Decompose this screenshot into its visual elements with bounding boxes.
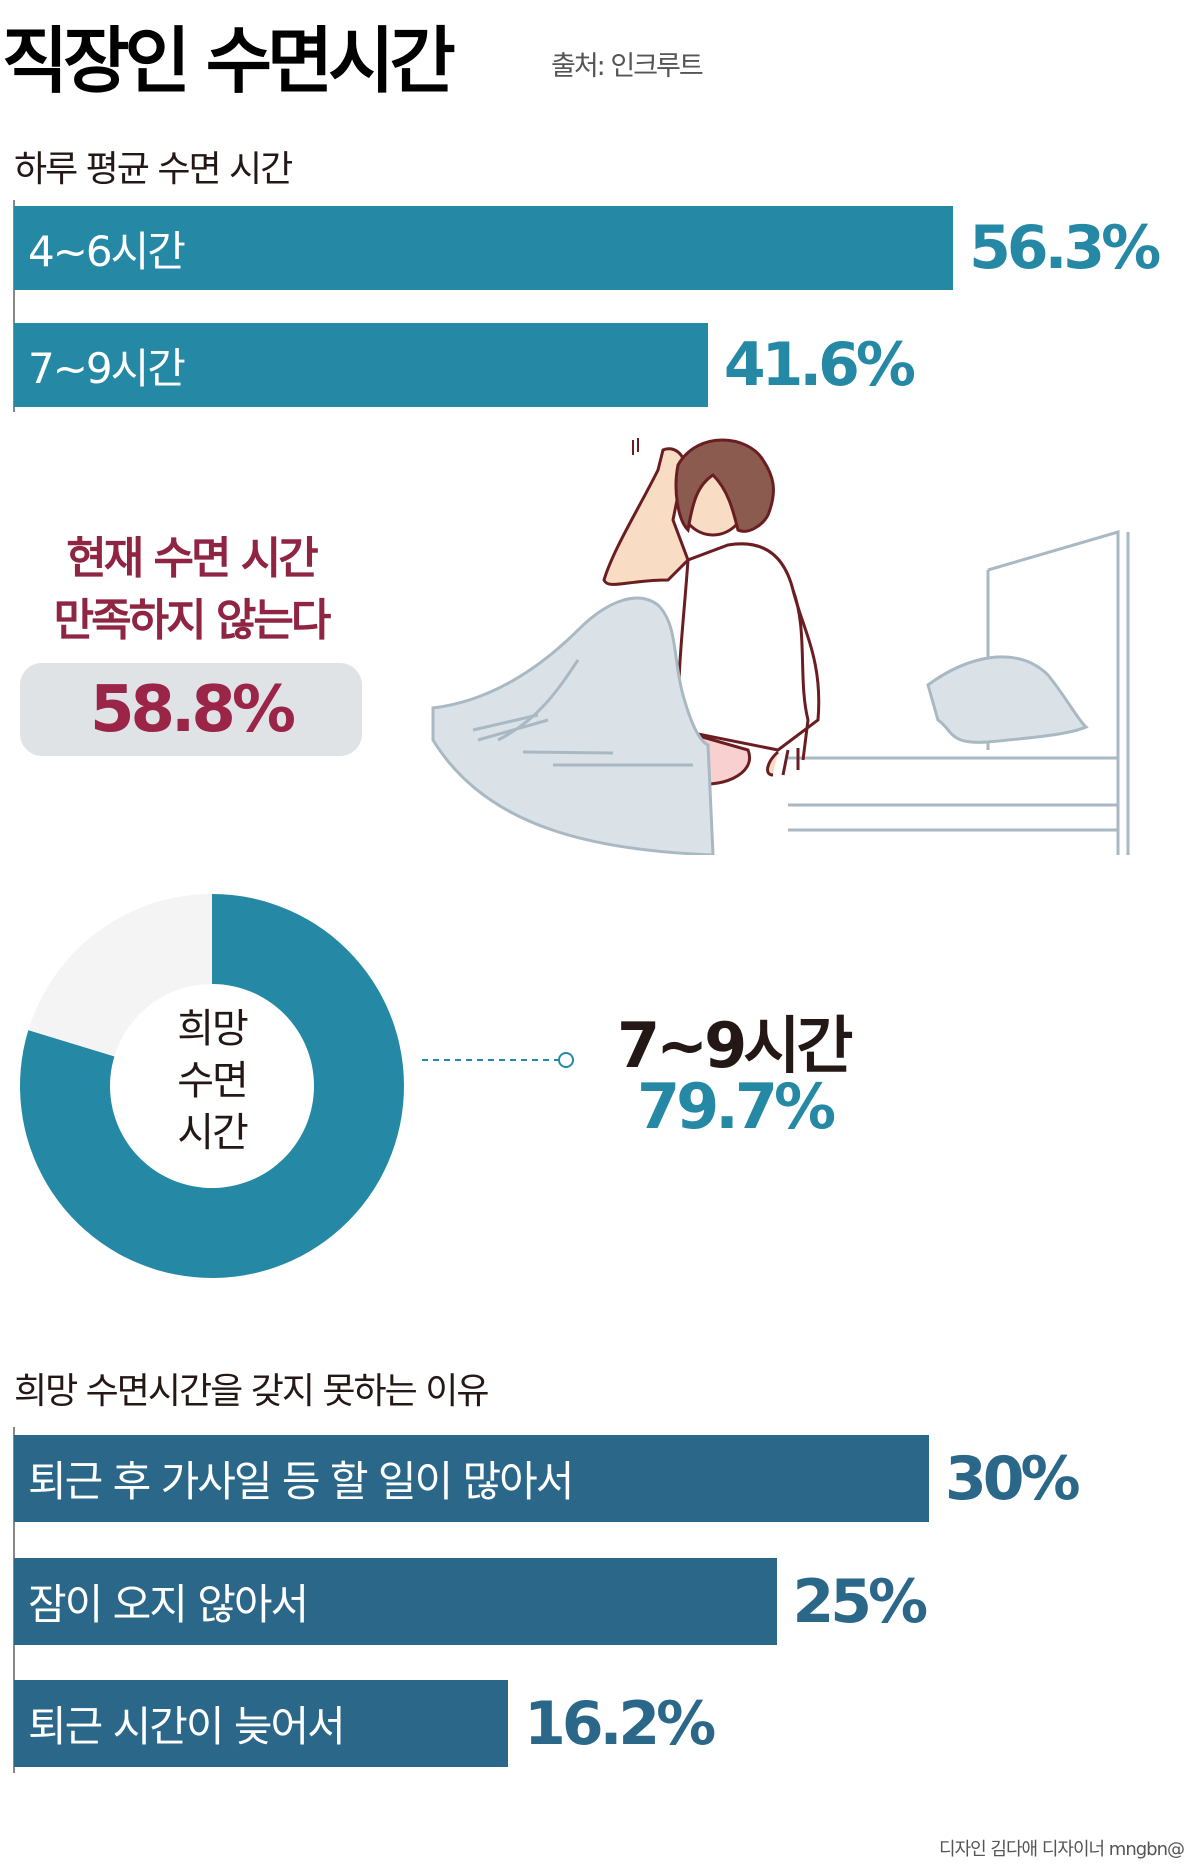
bar-label: 잠이 오지 않아서 [28,1580,309,1629]
leader-line [422,1052,574,1068]
satisfaction-value: 58.8% [20,663,362,756]
page-title: 직장인 수면시간 [2,19,456,103]
chart3-title: 희망 수면시간을 갖지 못하는 이유 [14,1371,489,1412]
satisfaction-label: 현재 수면 시간 만족하지 않는다 [0,528,382,652]
donut-slice [28,894,213,1057]
bar-label: 퇴근 후 가사일 등 할 일이 많아서 [28,1457,574,1506]
bar: 퇴근 시간이 늦어서 [14,1680,509,1767]
bar-label: 퇴근 시간이 늦어서 [28,1702,346,1751]
satisfaction-line2: 만족하지 않는다 [53,595,332,646]
bar: 잠이 오지 않아서 [14,1558,777,1645]
bar: 퇴근 후 가사일 등 할 일이 많아서 [14,1435,929,1522]
bar: 4~6시간 [14,206,954,290]
bar-value-label: 25% [792,1566,929,1637]
bar-label: 4~6시간 [28,226,186,276]
tired-woman-in-bed-illustration [431,438,1130,855]
chart1-title: 하루 평균 수면 시간 [14,149,293,190]
donut-center-line: 수면 [177,1058,249,1104]
satisfaction-line1: 현재 수면 시간 [66,533,319,584]
source-note: 출처: 인크루트 [551,51,704,82]
credit-footer: 디자인 김다애 디자이너 mngbn@ [939,1839,1185,1860]
donut-slice-value: 79.7% [637,1070,836,1143]
bar: 7~9시간 [14,323,708,407]
donut-center-line: 희망 [177,1006,249,1052]
bar-value-label: 41.6% [723,330,916,400]
bar-value-label: 56.3% [969,213,1161,283]
bar-value-label: 16.2% [524,1688,716,1759]
donut-center-label: 희망 수면 시간 [132,1003,292,1159]
donut-center-line: 시간 [177,1110,249,1156]
chart1-axis [13,200,15,412]
bar-value-label: 30% [945,1443,1081,1514]
donut-slice [19,894,404,1278]
donut-slice-label: 7~9시간 [617,1009,853,1082]
donut-chart [19,894,404,1278]
bar-label: 7~9시간 [28,343,186,393]
